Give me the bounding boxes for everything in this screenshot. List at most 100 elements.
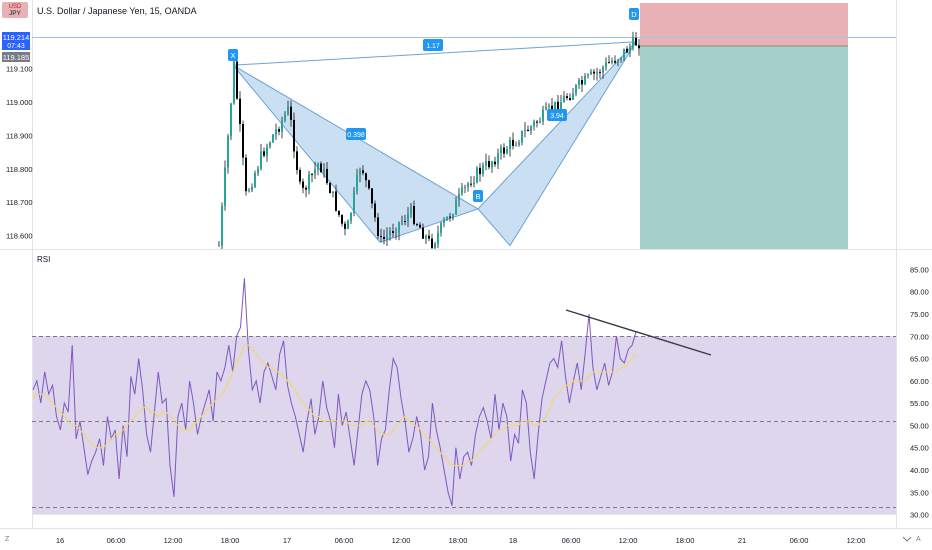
candle-body (551, 105, 553, 112)
candle-body (482, 165, 484, 175)
svg-text:119.214: 119.214 (3, 33, 30, 42)
take-profit-zone[interactable] (640, 46, 848, 249)
candle-body (518, 142, 520, 145)
candle-body (623, 48, 625, 58)
candle-body (281, 120, 283, 132)
candle-body (545, 107, 547, 110)
candle-body (491, 161, 493, 168)
candle-body (605, 62, 607, 68)
rsi-scale[interactable]: 85.00 80.00 75.00 70.00 65.00 60.00 55.00 50.00… (910, 265, 929, 519)
candle-body (443, 220, 445, 224)
time-tick-label: 18:00 (221, 536, 240, 545)
candle-body (317, 163, 319, 169)
rsi-tick-label: 75.00 (910, 310, 929, 319)
rsi-trendline[interactable] (565, 309, 712, 356)
pattern-triangle[interactable] (477, 41, 637, 247)
rsi-tick-label: 40.00 (910, 466, 929, 475)
candle-body (572, 93, 574, 100)
candle-body (227, 136, 229, 168)
price-scale[interactable]: 119.100 119.000 118.900 118.800 118.700 118.6… (6, 65, 33, 241)
symbol-badge[interactable]: USD JPY (2, 2, 28, 18)
candle-body (329, 183, 331, 194)
time-axis[interactable]: 16 06:00 12:00 18:00 17 06:00 12:00 18:00 18 06:0… (56, 536, 866, 545)
candle-body (365, 173, 367, 181)
svg-text:1.17: 1.17 (426, 43, 440, 50)
pattern-ratio-label[interactable]: 1.17 (423, 39, 443, 51)
candle-body (413, 205, 415, 225)
candle-body (401, 221, 403, 223)
candle-body (593, 71, 595, 74)
candle-body (230, 103, 232, 137)
candle-body (422, 227, 424, 239)
time-tick-label: 18:00 (449, 536, 468, 545)
candle-body (356, 174, 358, 191)
rsi-tick-label: 45.00 (910, 444, 929, 453)
candle-body (428, 235, 430, 239)
candle-body (632, 38, 634, 48)
candle-body (398, 222, 400, 233)
candle-body (383, 236, 385, 239)
candle-body (452, 214, 454, 218)
candle-body (275, 129, 277, 135)
chevron-down-icon[interactable] (902, 536, 912, 542)
candle-body (488, 161, 490, 168)
candle-body (569, 98, 571, 100)
candle-body (527, 129, 529, 132)
candle-body (620, 57, 622, 60)
candle-body (311, 173, 313, 175)
candle-body (638, 45, 640, 49)
candle-body (392, 231, 394, 233)
candle-body (257, 168, 259, 174)
candle-body (473, 182, 475, 185)
candle-body (587, 74, 589, 76)
svg-text:X: X (230, 51, 235, 60)
candle-body (260, 151, 262, 169)
pattern-ratio-label[interactable]: 0.398 (346, 128, 366, 140)
candle-body (407, 214, 409, 222)
candle-body (359, 170, 361, 175)
candle-body (458, 193, 460, 201)
candle-body (362, 170, 364, 174)
candle-body (446, 216, 448, 221)
candle-body (287, 106, 289, 115)
timezone-icon[interactable]: Z (5, 536, 10, 543)
candle-body (617, 59, 619, 63)
candle-body (245, 157, 247, 192)
candle-body (614, 60, 616, 63)
price-tick-label: 118.900 (6, 131, 33, 140)
candle-body (371, 188, 373, 204)
pattern-xd-line[interactable] (232, 41, 637, 66)
pattern-ratio-label[interactable]: 3.94 (547, 109, 567, 121)
candle-body (218, 245, 220, 247)
candle-body (476, 167, 478, 183)
candle-body (368, 180, 370, 189)
pattern-point-d[interactable]: D (629, 8, 639, 20)
time-tick-label: 06:00 (790, 536, 809, 545)
price-tick-label: 118.600 (6, 232, 33, 241)
candle-body (251, 186, 253, 191)
rsi-ma-line (32, 344, 637, 467)
candle-body (221, 205, 223, 246)
candle-body (500, 147, 502, 154)
candle-body (326, 168, 328, 184)
candle-body (410, 205, 412, 215)
candle-body (578, 80, 580, 85)
rsi-tick-label: 30.00 (910, 511, 929, 520)
candle-body (254, 173, 256, 187)
svg-text:3.94: 3.94 (550, 113, 564, 120)
harmonic-pattern[interactable] (232, 41, 637, 247)
pattern-point-b[interactable]: B (473, 190, 483, 202)
candle-body (284, 114, 286, 121)
auto-scale-icon[interactable]: A (916, 536, 921, 543)
stop-loss-zone[interactable] (640, 3, 848, 46)
candle-body (626, 48, 628, 53)
pattern-point-x[interactable]: X (228, 49, 238, 61)
candle-body (608, 62, 610, 64)
candle-body (503, 147, 505, 154)
candle-body (233, 61, 235, 104)
candle-body (596, 71, 598, 74)
candle-body (353, 190, 355, 213)
candle-body (461, 187, 463, 194)
candle-body (533, 121, 535, 127)
candle-body (425, 235, 427, 239)
